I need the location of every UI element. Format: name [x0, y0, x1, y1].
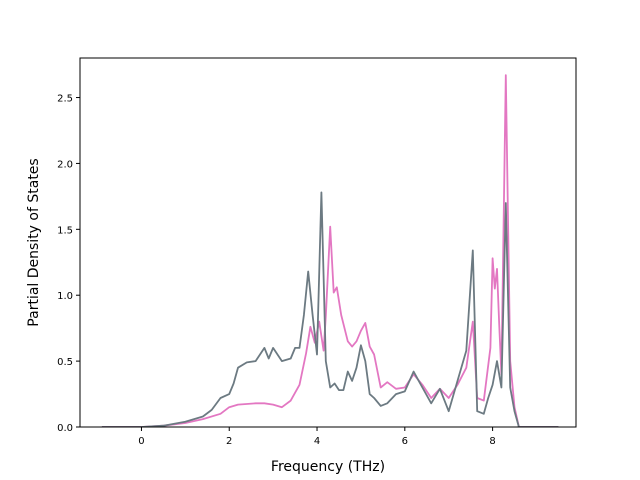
y-tick-label: 2.5 — [57, 94, 73, 105]
series-line-2 — [101, 191, 559, 427]
y-tick-label: 1.0 — [57, 291, 73, 302]
series-layer — [101, 74, 559, 427]
x-axis-title: Frequency (THz) — [271, 459, 385, 475]
x-tick-label: 4 — [314, 436, 320, 447]
tick-layer: 0 2 4 6 8 0.0 0.5 1.0 1.5 2.0 2.5 — [57, 94, 496, 447]
x-tick-label: 2 — [226, 436, 232, 447]
y-tick-label: 1.5 — [57, 225, 73, 236]
y-tick-label: 0.5 — [57, 357, 73, 368]
x-tick-label: 0 — [138, 436, 144, 447]
x-tick-label: 8 — [489, 436, 495, 447]
y-axis-title: Partial Density of States — [26, 158, 42, 326]
y-tick-label: 0.0 — [57, 423, 73, 434]
plot-frame — [79, 57, 577, 428]
x-tick-label: 6 — [402, 436, 408, 447]
series-line-1 — [101, 74, 559, 427]
y-tick-label: 2.0 — [57, 159, 73, 170]
